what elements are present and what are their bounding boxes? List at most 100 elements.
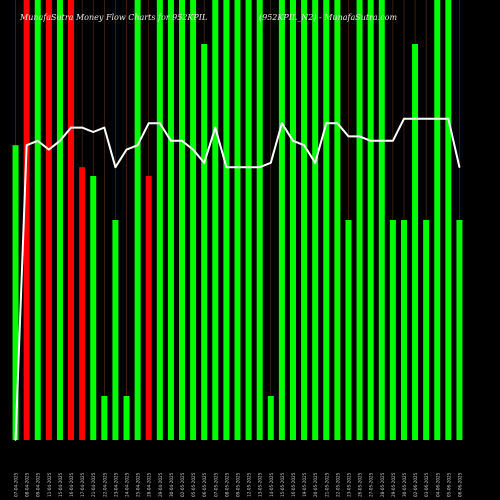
- bar: [190, 0, 197, 440]
- x-tick-label: 22-04-2025: [102, 472, 107, 497]
- line-point: [59, 140, 61, 142]
- x-tick-label: 07-05-2025: [213, 472, 218, 497]
- line-point: [114, 166, 117, 168]
- line-point: [292, 140, 294, 142]
- x-tick-label: 28-04-2025: [147, 472, 152, 497]
- x-tick-label: 19-05-2025: [302, 472, 307, 497]
- line-point: [269, 162, 272, 164]
- bar: [323, 0, 330, 440]
- line-point: [192, 148, 194, 151]
- x-tick-label: 03-06-2025: [424, 472, 429, 497]
- x-tick-label: 04-06-2025: [435, 472, 440, 497]
- bar: [23, 0, 30, 440]
- bar: [389, 220, 396, 440]
- x-tick-label: 21-05-2025: [324, 472, 329, 497]
- bar: [12, 145, 19, 440]
- line-point: [414, 118, 416, 120]
- x-tick-label: 20-05-2025: [313, 472, 318, 497]
- bar: [434, 0, 441, 440]
- x-tick-label: 27-05-2025: [369, 472, 374, 497]
- bar: [256, 0, 263, 440]
- bar: [212, 0, 219, 440]
- bar: [378, 0, 385, 440]
- x-tick-label: 15-04-2025: [58, 472, 63, 497]
- x-tick-label: 28-05-2025: [380, 472, 385, 497]
- x-tick-label: 24-04-2025: [125, 472, 130, 497]
- bar: [412, 44, 419, 440]
- bar: [134, 0, 141, 440]
- line-point: [281, 122, 283, 124]
- line-point: [358, 135, 361, 138]
- x-tick-label: 09-04-2025: [36, 472, 41, 497]
- line-point: [181, 140, 183, 142]
- x-tick-label: 09-05-2025: [236, 472, 241, 497]
- line-point: [447, 118, 450, 120]
- line-point: [436, 118, 439, 120]
- bar: [400, 220, 407, 440]
- bar: [45, 0, 52, 440]
- line-point: [14, 439, 17, 441]
- x-axis-tick-labels: 07-04-2025 08-04-2025 09-04-2025 11-04-2025…: [14, 472, 463, 497]
- line-point: [147, 122, 150, 124]
- bar: [34, 0, 41, 440]
- bar: [334, 0, 341, 440]
- bar: [90, 176, 97, 440]
- line-point: [225, 166, 228, 168]
- x-tick-label: 25-04-2025: [136, 472, 141, 497]
- x-tick-label: 29-05-2025: [391, 472, 396, 497]
- line-point: [369, 140, 372, 142]
- x-tick-label: 05-05-2025: [191, 472, 196, 497]
- bar-series: [12, 0, 463, 440]
- x-tick-label: 02-05-2025: [180, 472, 185, 497]
- bar: [456, 220, 463, 440]
- line-point: [70, 126, 72, 129]
- x-tick-label: 30-05-2025: [402, 472, 407, 497]
- x-tick-label: 23-05-2025: [346, 472, 351, 497]
- bar: [101, 396, 108, 440]
- x-tick-label: 16-05-2025: [291, 472, 296, 497]
- x-tick-label: 15-05-2025: [280, 472, 285, 497]
- line-point: [314, 162, 316, 164]
- x-tick-label: 26-05-2025: [358, 472, 363, 497]
- line-point: [258, 166, 261, 168]
- bar: [445, 0, 452, 440]
- bar: [56, 0, 63, 440]
- bar: [234, 0, 241, 440]
- x-tick-label: 21-04-2025: [91, 472, 96, 497]
- line-point: [136, 144, 139, 146]
- bar: [68, 0, 75, 440]
- line-point: [25, 144, 28, 146]
- bar: [112, 220, 119, 440]
- bar: [267, 396, 274, 440]
- x-tick-label: 11-04-2025: [47, 472, 52, 497]
- line-point: [48, 148, 50, 151]
- bar: [145, 176, 152, 440]
- bar: [278, 0, 285, 440]
- bar: [245, 0, 252, 440]
- x-tick-label: 06-06-2025: [457, 472, 462, 497]
- money-flow-line-group: [14, 117, 461, 441]
- line-point: [103, 126, 106, 129]
- bar: [301, 0, 308, 440]
- bar: [156, 0, 163, 440]
- line-point: [458, 166, 461, 168]
- x-tick-label: 16-04-2025: [69, 472, 74, 497]
- bar: [167, 0, 174, 440]
- x-tick-label: 08-04-2025: [25, 472, 30, 497]
- bar: [356, 0, 363, 440]
- bar: [223, 0, 230, 440]
- line-point: [425, 118, 427, 120]
- line-point: [203, 162, 206, 164]
- x-tick-label: 17-04-2025: [80, 472, 85, 497]
- line-point: [236, 166, 239, 168]
- bar: [201, 44, 208, 440]
- x-tick-label: 06-05-2025: [202, 472, 207, 497]
- bar: [79, 167, 86, 440]
- x-tick-label: 12-05-2025: [247, 472, 252, 497]
- line-point: [92, 131, 95, 133]
- x-tick-label: 29-04-2025: [158, 472, 163, 497]
- x-tick-label: 30-04-2025: [169, 472, 174, 497]
- line-point: [347, 135, 350, 138]
- line-point: [247, 166, 250, 168]
